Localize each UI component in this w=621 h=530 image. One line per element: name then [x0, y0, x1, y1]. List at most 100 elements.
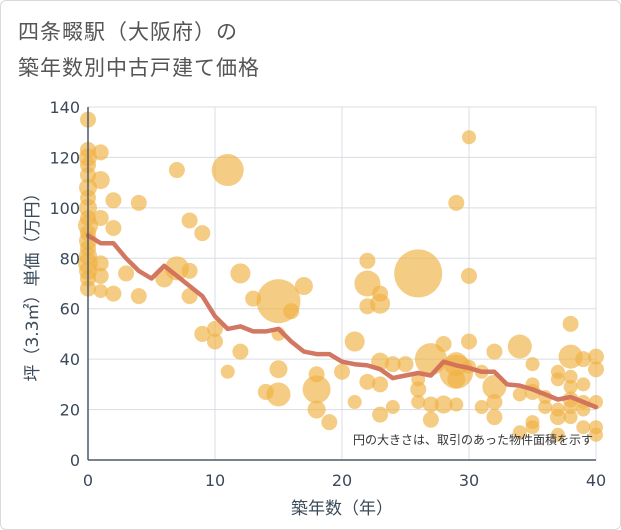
bubble-point [447, 370, 466, 389]
bubble-point [422, 396, 439, 413]
bubble-point [181, 262, 198, 279]
bubble-point [105, 285, 122, 302]
axes: 0 20 40 60 80 100 120 140 0 10 20 30 40 [49, 98, 606, 490]
chart-title-line-2: 築年数別中古戸建て価格 [18, 56, 260, 80]
y-tick-label: 20 [60, 401, 80, 420]
bubble-point [563, 379, 578, 394]
x-tick-label: 30 [459, 471, 479, 490]
bubble-point [372, 376, 389, 393]
bubble-point [462, 130, 476, 145]
chart-title-line-1: 四条畷駅（大阪府）の [18, 20, 238, 44]
bubble-point [576, 420, 591, 435]
bubble-point [525, 357, 540, 372]
y-tick-label: 40 [60, 350, 80, 369]
bubble-point [588, 348, 604, 365]
y-tick-label: 80 [60, 249, 80, 268]
bubble-point [294, 277, 313, 296]
bubble-point [302, 375, 331, 404]
bubble-point [230, 263, 251, 284]
bubble-point [91, 171, 110, 190]
bubble-point [550, 372, 565, 387]
bubble-point [105, 192, 122, 209]
y-tick-label: 140 [49, 98, 80, 117]
x-tick-label: 20 [332, 471, 352, 490]
bubble-point [394, 249, 443, 298]
bubble-point [359, 252, 376, 269]
bubble-point [220, 364, 235, 379]
bubble-point [525, 420, 540, 435]
bubble-point [168, 162, 185, 179]
x-tick-label: 0 [83, 471, 93, 490]
bubble-point [207, 333, 223, 350]
y-tick-label: 60 [60, 300, 80, 319]
bubble-point [266, 382, 291, 407]
bubble-point [576, 377, 591, 392]
bubble-point [563, 400, 578, 415]
bubble-point [118, 265, 135, 282]
bubble-point [211, 154, 244, 187]
bubble-point [538, 400, 553, 415]
bubble-point [410, 381, 427, 398]
gridlines [87, 106, 597, 461]
bubble-point [422, 411, 439, 428]
x-tick-label: 40 [586, 471, 606, 490]
bubble-point [549, 409, 566, 426]
bubble-point [283, 303, 300, 320]
bubble-point [449, 397, 464, 412]
bubble-point [588, 361, 604, 378]
bubble-point [370, 293, 391, 314]
bubble-point [92, 209, 109, 226]
bubble-point [486, 394, 503, 411]
bubble-point [411, 395, 426, 410]
bubble-point [474, 400, 489, 415]
bubble-point [194, 225, 211, 242]
bubble-point [93, 284, 108, 299]
x-axis-label: 築年数（年） [291, 499, 393, 519]
bubble-point [385, 400, 400, 415]
bubble-point [550, 427, 565, 442]
bubble-point [307, 400, 326, 419]
bubble-point [207, 320, 223, 337]
bubble-point [359, 373, 376, 390]
bubble-point [461, 267, 477, 284]
bubble-point [334, 363, 350, 380]
bubble-size-note: 円の大きさは、取引のあった物件面積を示す [353, 432, 593, 447]
bubble-point [130, 288, 147, 305]
y-tick-label: 120 [49, 148, 80, 167]
bubble-point [589, 427, 603, 442]
bubble-point [486, 343, 503, 360]
bubble-point [397, 356, 414, 373]
bubble-point [372, 406, 389, 423]
x-tick-label: 10 [205, 471, 225, 490]
average-price-line [85, 233, 599, 410]
y-tick-label: 100 [49, 199, 80, 218]
bubble-point [344, 331, 365, 352]
bubble-point [347, 395, 362, 410]
bubble-point [512, 387, 527, 402]
bubble-point [486, 409, 503, 426]
bubble-point [181, 288, 198, 305]
bubble-point [194, 325, 211, 342]
y-axis-label: 坪（3.3㎡）単価（万円） [23, 184, 43, 381]
bubble-point [434, 395, 453, 414]
bubble-series [78, 111, 604, 442]
bubble-point [181, 212, 198, 229]
bubble-point [92, 144, 109, 161]
bubble-point [92, 267, 109, 284]
bubble-point [461, 333, 477, 350]
bubble-point [232, 343, 249, 360]
bubble-point [512, 425, 527, 440]
bubble-point [321, 414, 338, 431]
bubble-point [448, 194, 465, 211]
bubble-point [563, 369, 578, 384]
bubble-point [269, 360, 288, 379]
bubble-point [105, 220, 122, 237]
bubble-point [575, 351, 592, 368]
bubble-point [507, 334, 532, 359]
bubble-point [92, 255, 109, 272]
average-line-series [85, 233, 599, 410]
bubble-point [384, 356, 401, 373]
y-tick-label: 0 [70, 451, 80, 470]
bubble-point [563, 410, 578, 425]
